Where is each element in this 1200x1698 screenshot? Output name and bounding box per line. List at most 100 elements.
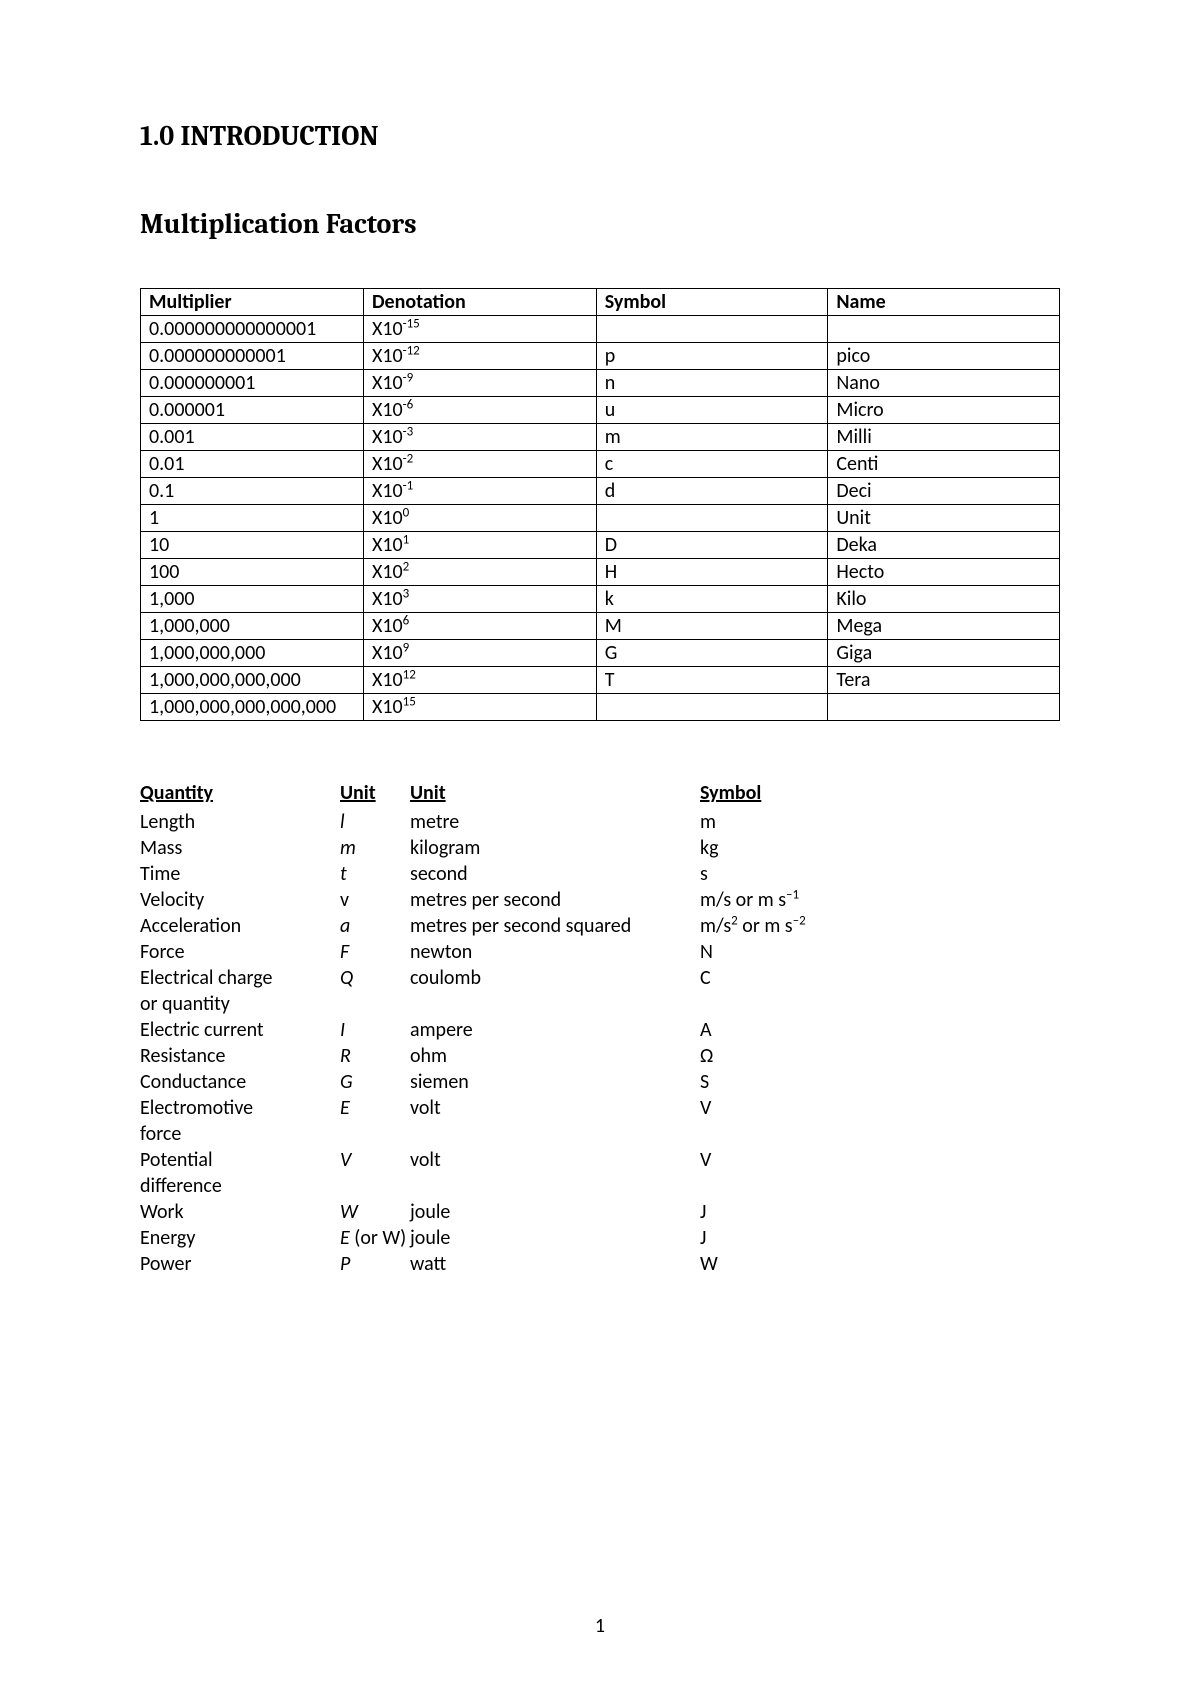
cell-multiplier: 1 xyxy=(141,505,364,532)
qty-row-continuation: difference xyxy=(140,1173,900,1199)
cell-denotation: X109 xyxy=(363,640,596,667)
qty-row: Massmkilogramkg xyxy=(140,835,900,861)
table-header-row: Multiplier Denotation Symbol Name xyxy=(141,289,1060,316)
qty-cell-unit-symbol: G xyxy=(340,1069,410,1095)
cell-multiplier: 0.000000000001 xyxy=(141,343,364,370)
col-multiplier: Multiplier xyxy=(141,289,364,316)
table-row: 0.001X10-3mMilli xyxy=(141,424,1060,451)
cell-multiplier: 0.01 xyxy=(141,451,364,478)
qty-cell-symbol: Ω xyxy=(700,1043,900,1069)
cell-multiplier: 1,000,000,000,000,000 xyxy=(141,694,364,721)
qty-cell-symbol: J xyxy=(700,1199,900,1225)
cell-symbol: p xyxy=(596,343,828,370)
cell-denotation: X10-6 xyxy=(363,397,596,424)
qty-row: ConductanceGsiemenS xyxy=(140,1069,900,1095)
cell-symbol: u xyxy=(596,397,828,424)
qty-cell-quantity: Potential xyxy=(140,1147,340,1173)
section-title: 1.0 INTRODUCTION xyxy=(140,120,1060,152)
qty-cell-unit-symbol: v xyxy=(340,887,410,913)
cell-name: Kilo xyxy=(828,586,1060,613)
qty-cell-unit-symbol: t xyxy=(340,861,410,887)
qty-header-unit1: Unit xyxy=(340,781,410,805)
cell-denotation: X10-2 xyxy=(363,451,596,478)
cell-name: Hecto xyxy=(828,559,1060,586)
table-row: 1,000X103kKilo xyxy=(141,586,1060,613)
table-row: 0.01X10-2cCenti xyxy=(141,451,1060,478)
qty-cell-symbol: m xyxy=(700,809,900,835)
cell-symbol: m xyxy=(596,424,828,451)
qty-row: Accelerationametres per second squaredm/… xyxy=(140,913,900,939)
qty-header-symbol: Symbol xyxy=(700,781,900,805)
cell-name xyxy=(828,694,1060,721)
qty-cell-unit-name: volt xyxy=(410,1147,700,1173)
table-row: 0.000000000000001X10-15 xyxy=(141,316,1060,343)
table-row: 100X102HHecto xyxy=(141,559,1060,586)
table-row: 1,000,000X106MMega xyxy=(141,613,1060,640)
qty-cell-unit-symbol: l xyxy=(340,809,410,835)
qty-cell-unit-symbol: m xyxy=(340,835,410,861)
cell-multiplier: 10 xyxy=(141,532,364,559)
subsection-title: Multiplication Factors xyxy=(140,208,1060,240)
qty-cell-quantity: Time xyxy=(140,861,340,887)
qty-row: Velocityvmetres per secondm/s or m s–1 xyxy=(140,887,900,913)
qty-cell-symbol: W xyxy=(700,1251,900,1277)
table-row: 0.000000001X10-9nNano xyxy=(141,370,1060,397)
qty-cell-unit-symbol: E xyxy=(340,1095,410,1121)
cell-denotation: X10-1 xyxy=(363,478,596,505)
table-row: 1,000,000,000,000,000X1015 xyxy=(141,694,1060,721)
qty-cell-symbol: V xyxy=(700,1095,900,1121)
qty-header-row: Quantity Unit Unit Symbol xyxy=(140,781,900,805)
cell-name: Nano xyxy=(828,370,1060,397)
qty-cell-symbol: kg xyxy=(700,835,900,861)
page-number: 1 xyxy=(0,1614,1200,1638)
cell-multiplier: 1,000,000,000,000 xyxy=(141,667,364,694)
qty-cell-unit-name: ohm xyxy=(410,1043,700,1069)
table-row: 1X100 Unit xyxy=(141,505,1060,532)
qty-cell-quantity: Power xyxy=(140,1251,340,1277)
cell-name xyxy=(828,316,1060,343)
qty-row: Lengthlmetrem xyxy=(140,809,900,835)
qty-cell-unit-name: kilogram xyxy=(410,835,700,861)
qty-row: ElectromotiveEvoltV xyxy=(140,1095,900,1121)
cell-symbol: T xyxy=(596,667,828,694)
table-row: 0.1X10-1dDeci xyxy=(141,478,1060,505)
qty-cell-symbol: s xyxy=(700,861,900,887)
cell-denotation: X1012 xyxy=(363,667,596,694)
qty-row: Electrical chargeQcoulombC xyxy=(140,965,900,991)
cell-name: Milli xyxy=(828,424,1060,451)
cell-denotation: X10-12 xyxy=(363,343,596,370)
qty-cell-unit-name: second xyxy=(410,861,700,887)
qty-cell-quantity: Acceleration xyxy=(140,913,340,939)
table-row: 1,000,000,000X109GGiga xyxy=(141,640,1060,667)
qty-cell-quantity: Mass xyxy=(140,835,340,861)
qty-cell-unit-name: joule xyxy=(410,1199,700,1225)
qty-cell-symbol: N xyxy=(700,939,900,965)
qty-cell-symbol: V xyxy=(700,1147,900,1173)
cell-symbol xyxy=(596,316,828,343)
qty-row-continuation: force xyxy=(140,1121,900,1147)
qty-row-continuation: or quantity xyxy=(140,991,900,1017)
cell-symbol: D xyxy=(596,532,828,559)
qty-cell-unit-name: metre xyxy=(410,809,700,835)
cell-denotation: X100 xyxy=(363,505,596,532)
cell-symbol xyxy=(596,505,828,532)
cell-symbol: c xyxy=(596,451,828,478)
quantities-table: Quantity Unit Unit Symbol LengthlmetremM… xyxy=(140,781,900,1277)
cell-name: Centi xyxy=(828,451,1060,478)
qty-cell-symbol: C xyxy=(700,965,900,991)
cell-multiplier: 1,000 xyxy=(141,586,364,613)
cell-symbol: M xyxy=(596,613,828,640)
cell-name: Tera xyxy=(828,667,1060,694)
qty-header-quantity: Quantity xyxy=(140,781,340,805)
cell-name: Unit xyxy=(828,505,1060,532)
qty-cell-unit-name: joule xyxy=(410,1225,700,1251)
qty-cell-unit-name: ampere xyxy=(410,1017,700,1043)
col-name: Name xyxy=(828,289,1060,316)
qty-cell-quantity: Force xyxy=(140,939,340,965)
col-denotation: Denotation xyxy=(363,289,596,316)
qty-cell-quantity-cont: or quantity xyxy=(140,991,340,1017)
qty-cell-quantity: Electrical charge xyxy=(140,965,340,991)
qty-row: WorkWjouleJ xyxy=(140,1199,900,1225)
qty-cell-unit-name: siemen xyxy=(410,1069,700,1095)
qty-row: PotentialVvoltV xyxy=(140,1147,900,1173)
